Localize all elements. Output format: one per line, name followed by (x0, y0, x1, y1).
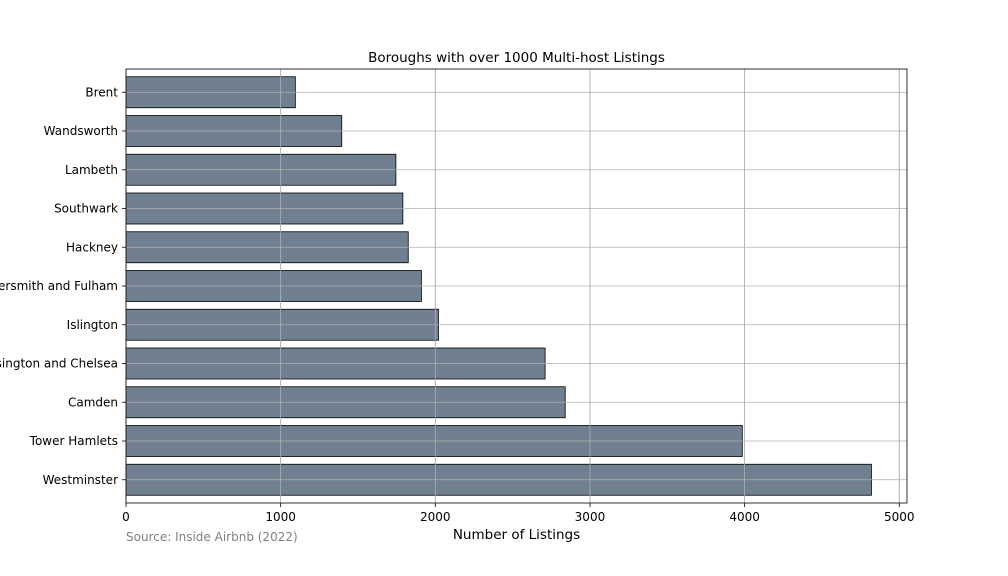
y-tick-label: Camden (68, 395, 118, 409)
x-tick-label: 2000 (420, 510, 451, 524)
source-note: Source: Inside Airbnb (2022) (126, 530, 298, 544)
x-tick-label: 5000 (884, 510, 915, 524)
y-tick-label: Southwark (54, 202, 118, 216)
x-tick-label: 0 (122, 510, 130, 524)
y-tick-label: Lambeth (65, 163, 118, 177)
x-tick-label: 1000 (265, 510, 296, 524)
y-tick-label: Hackney (66, 240, 118, 254)
y-tick-label: Islington (67, 318, 118, 332)
y-tick-label: Westminster (43, 473, 118, 487)
y-tick-label: Tower Hamlets (29, 434, 118, 448)
x-tick-label: 3000 (575, 510, 606, 524)
y-tick-label: Kensington and Chelsea (0, 357, 118, 371)
y-tick-label: Brent (85, 85, 118, 99)
x-tick-labels: 0 1000 2000 3000 4000 5000 (122, 503, 915, 524)
y-tick-labels: Westminster Tower Hamlets Camden Kensington… (0, 85, 126, 487)
y-tick-label: Hammersmith and Fulham (0, 279, 118, 293)
x-axis-label: Number of Listings (453, 527, 580, 543)
y-tick-label: Wandsworth (44, 124, 118, 138)
x-tick-label: 4000 (729, 510, 760, 524)
chart-title: Boroughs with over 1000 Multi-host Listi… (368, 50, 665, 66)
bars (125, 69, 907, 503)
